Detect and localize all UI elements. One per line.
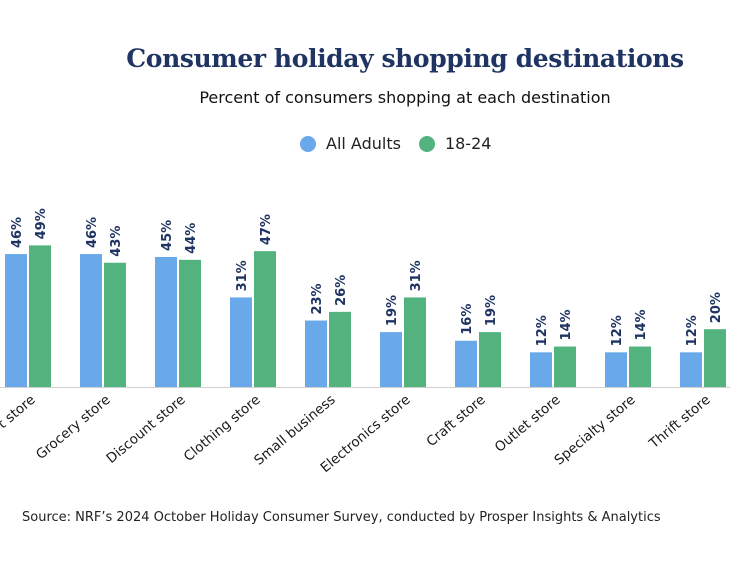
data-label-18-24: 31% [409, 260, 424, 291]
bar-all-adults [305, 320, 327, 387]
legend-label-all-adults: All Adults [326, 134, 401, 153]
data-label-18-24: 19% [484, 295, 499, 326]
bar-18-24 [554, 346, 576, 387]
legend-item-18-24: 18-24 [418, 134, 492, 153]
chart-legend: All Adults 18-24 [300, 134, 509, 153]
bar-all-adults [455, 340, 477, 387]
data-label-all-adults: 12% [535, 315, 550, 346]
data-label-18-24: 44% [184, 223, 199, 254]
data-label-all-adults: 12% [610, 315, 625, 346]
category-label: Outlet store [492, 392, 564, 456]
legend-item-all-adults: All Adults [300, 134, 401, 153]
legend-swatch-18-24 [418, 135, 435, 152]
data-label-18-24: 43% [109, 226, 124, 257]
bar-18-24 [329, 311, 351, 387]
source-note: Source: NRF’s 2024 October Holiday Consu… [22, 510, 661, 525]
data-label-18-24: 49% [34, 208, 49, 239]
bar-all-adults [80, 254, 102, 387]
bar-18-24 [29, 245, 51, 387]
bar-all-adults [230, 297, 252, 387]
category-label: Specialty store [551, 392, 638, 469]
bar-all-adults [5, 254, 27, 387]
data-label-18-24: 26% [334, 275, 349, 306]
data-label-all-adults: 46% [85, 217, 100, 248]
bar-all-adults [155, 256, 177, 387]
bar-18-24 [629, 346, 651, 387]
chart-title: Consumer holiday shopping destinations [126, 44, 684, 73]
bar-18-24 [104, 262, 126, 387]
bar-18-24 [254, 251, 276, 387]
bar-18-24 [404, 297, 426, 387]
data-label-all-adults: 31% [235, 260, 250, 291]
data-label-all-adults: 19% [385, 295, 400, 326]
category-label: Grocery store [33, 392, 114, 463]
data-label-all-adults: 46% [10, 217, 25, 248]
bar-all-adults [680, 352, 702, 387]
data-label-18-24: 47% [259, 214, 274, 245]
bar-18-24 [479, 332, 501, 387]
data-label-all-adults: 12% [685, 315, 700, 346]
bar-all-adults [380, 332, 402, 387]
bar-all-adults [530, 352, 552, 387]
data-label-all-adults: 45% [160, 220, 175, 251]
data-label-all-adults: 16% [460, 304, 475, 335]
category-label: t store [0, 392, 39, 432]
bar-18-24 [704, 329, 726, 387]
category-label: Clothing store [181, 392, 264, 465]
data-label-18-24: 14% [634, 309, 649, 340]
category-label: Craft store [424, 392, 489, 450]
legend-swatch-all-adults [300, 135, 316, 152]
data-label-18-24: 20% [709, 292, 724, 323]
category-label: Thrift store [646, 392, 714, 453]
chart-subtitle: Percent of consumers shopping at each de… [199, 88, 611, 107]
bar-18-24 [179, 259, 201, 387]
bar-all-adults [605, 352, 627, 387]
data-label-18-24: 14% [559, 309, 574, 340]
data-label-all-adults: 23% [310, 283, 325, 314]
category-label: Discount store [103, 392, 188, 467]
legend-label-18-24: 18-24 [444, 134, 492, 153]
